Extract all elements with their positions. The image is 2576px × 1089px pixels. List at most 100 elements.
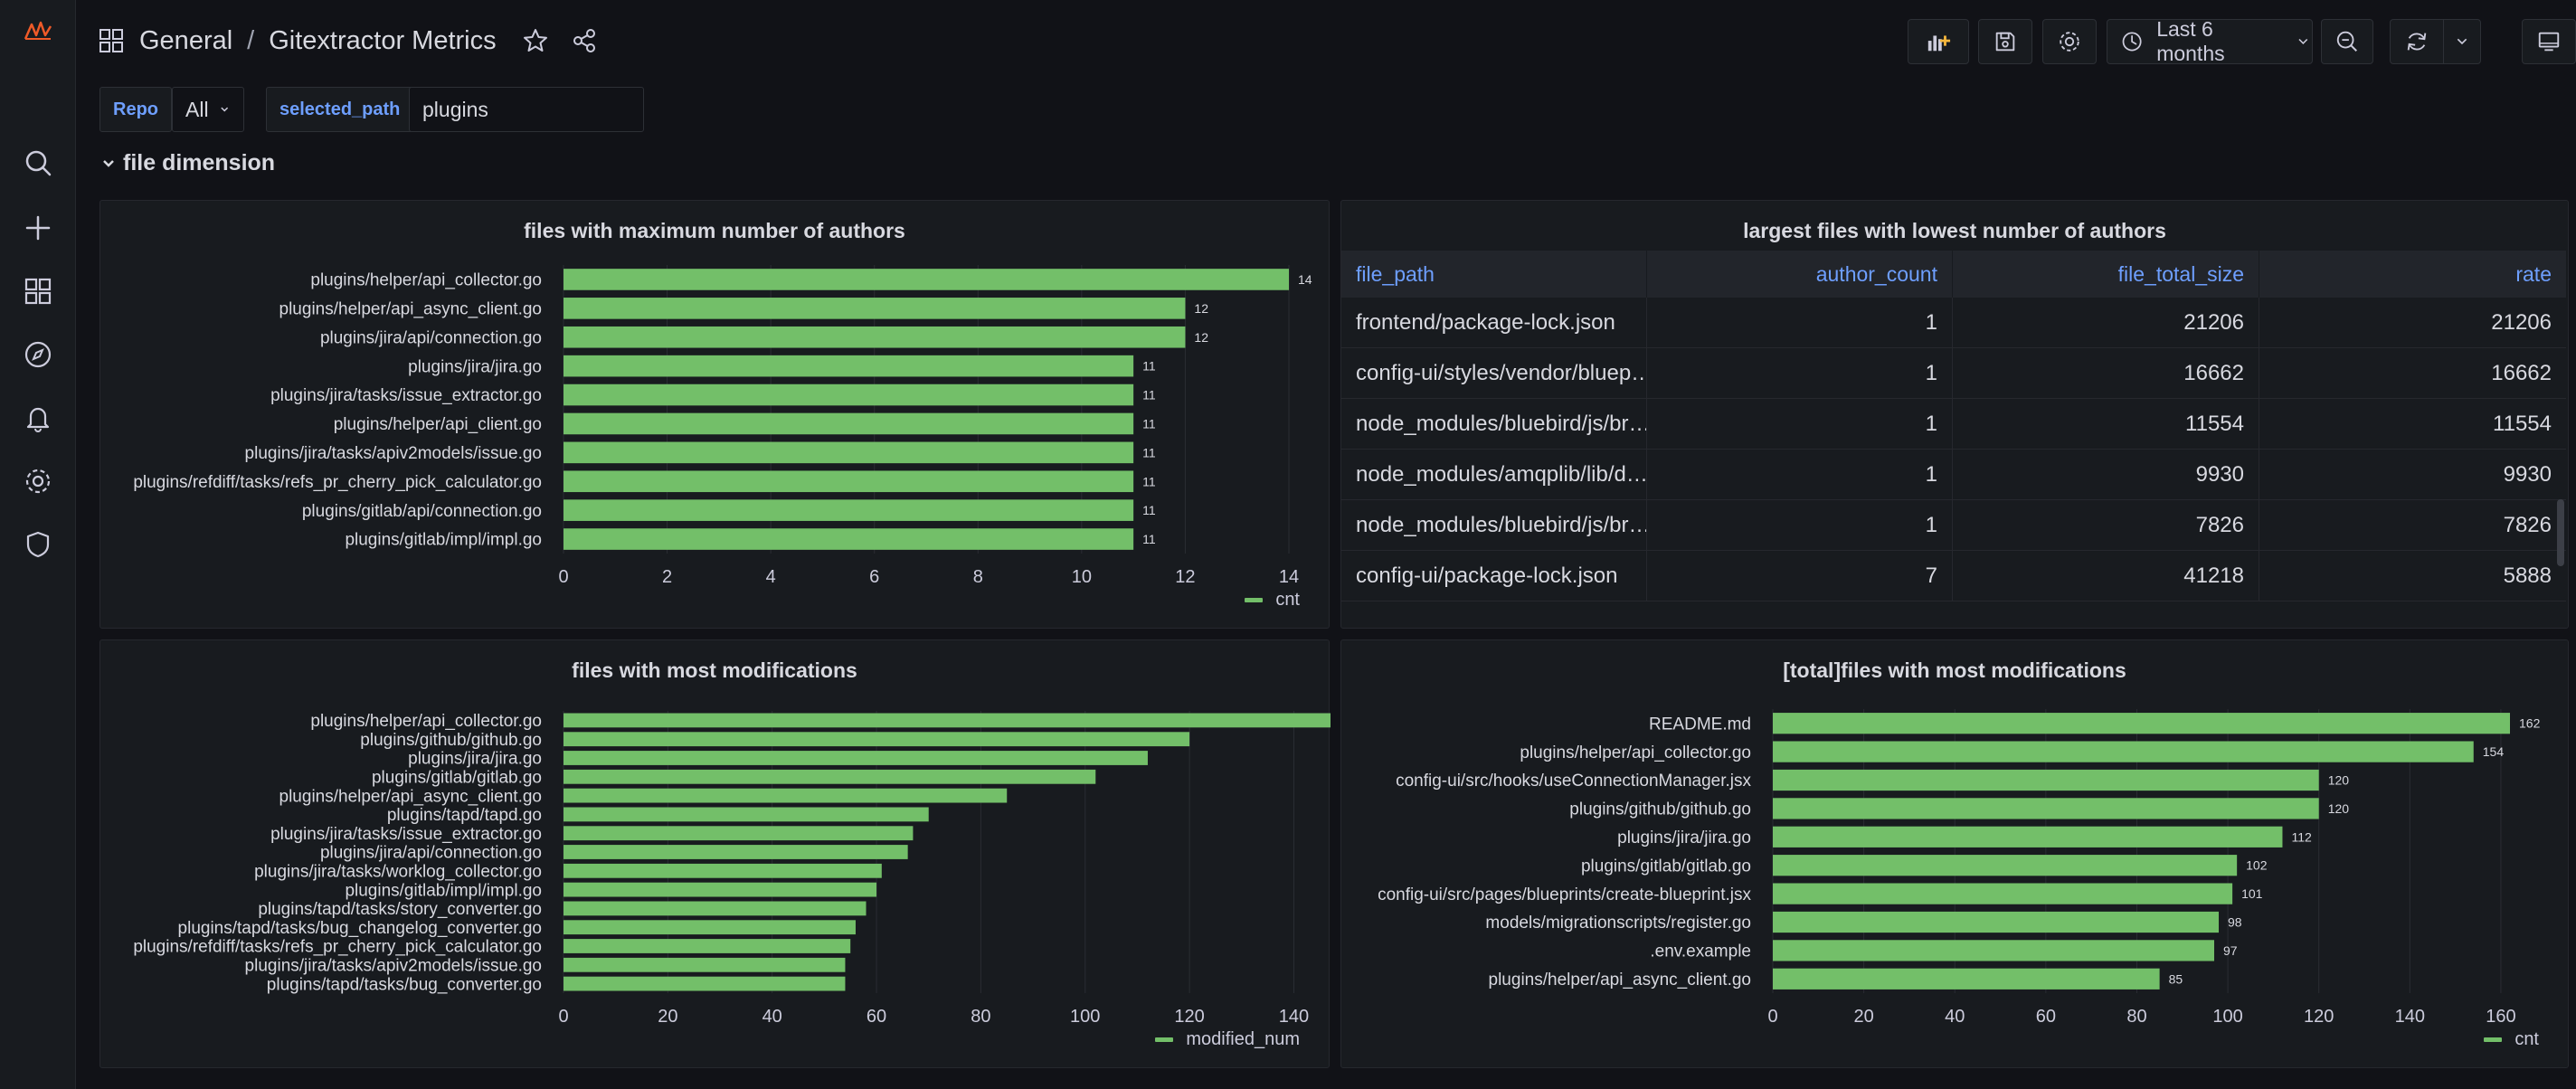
- star-icon[interactable]: [522, 27, 549, 54]
- panel-modifications[interactable]: files with most modifications 0 20 40 60 80 1…: [99, 639, 1331, 1068]
- category-label: plugins/jira/tasks/worklog_collector.go: [254, 862, 542, 881]
- table-cell: 21206: [2491, 309, 2552, 335]
- category-label: plugins/jira/tasks/apiv2models/issue.go: [245, 956, 542, 975]
- table-row[interactable]: node_modules/bluebird/js/br… 1 11554 11554: [1341, 399, 2566, 450]
- clock-icon: [2122, 32, 2142, 52]
- column-header[interactable]: author_count: [1647, 251, 1953, 298]
- bar: [564, 326, 1186, 348]
- x-tick-label: 0: [558, 567, 568, 587]
- value-label: 112: [2291, 829, 2312, 844]
- table-cell: config-ui/package-lock.json: [1341, 551, 1647, 601]
- panel-authors[interactable]: files with maximum number of authors 0 2 4…: [99, 200, 1330, 629]
- category-label: plugins/jira/tasks/apiv2models/issue.go: [245, 444, 542, 463]
- row-title: file dimension: [123, 150, 276, 175]
- gear-icon: [2060, 32, 2079, 52]
- x-tick-label: 140: [1279, 1007, 1309, 1027]
- table-cell: 21206: [1953, 298, 2259, 347]
- alerting-icon[interactable]: [16, 396, 60, 440]
- table-row[interactable]: node_modules/bluebird/js/br… 1 7826 7826: [1341, 500, 2566, 551]
- bar: [564, 769, 1096, 784]
- table-row[interactable]: config-ui/package-lock.json 7 41218 5888: [1341, 551, 2566, 601]
- shield-icon[interactable]: [16, 523, 60, 566]
- repo-select[interactable]: All: [172, 87, 244, 132]
- chevron-down-icon: [103, 159, 114, 167]
- value-label: 11: [1142, 359, 1156, 374]
- category-label: plugins/tapd/tasks/bug_changelog_convert…: [178, 919, 542, 938]
- refresh-button[interactable]: [2390, 19, 2444, 64]
- repo-select-value: All: [185, 97, 209, 121]
- bar: [1773, 826, 2283, 848]
- table-cell: 1: [1647, 348, 1953, 398]
- dashboard-settings-button[interactable]: [2042, 19, 2097, 64]
- category-label: .env.example: [1650, 942, 1751, 961]
- bar: [564, 807, 929, 822]
- table-row[interactable]: frontend/package-lock.json 1 21206 21206: [1341, 298, 2566, 348]
- bar: [564, 713, 1331, 728]
- table-row[interactable]: node_modules/amqplib/lib/d… 1 9930 9930: [1341, 450, 2566, 500]
- column-header[interactable]: file_path: [1341, 251, 1647, 298]
- value-label: 11: [1142, 445, 1156, 459]
- zoom-out-button[interactable]: [2321, 19, 2373, 64]
- chart-legend[interactable]: cnt: [2484, 1029, 2539, 1050]
- bar: [1773, 940, 2214, 961]
- authors-bar-chart: 0 2 4 6 8 10 12 14 plugins/helper/api_collector.…: [133, 265, 1312, 587]
- share-icon[interactable]: [571, 27, 598, 54]
- breadcrumb: General / Gitextractor Metrics: [98, 22, 598, 60]
- category-label: plugins/jira/jira.go: [408, 357, 542, 376]
- table-row[interactable]: config-ui/styles/vendor/bluep… 1 16662 1666…: [1341, 348, 2566, 399]
- category-label: plugins/gitlab/impl/impl.go: [345, 881, 542, 900]
- refresh-interval-dropdown[interactable]: [2443, 19, 2481, 64]
- settings-icon[interactable]: [16, 459, 60, 503]
- row-toggle[interactable]: file dimension: [99, 150, 275, 176]
- save-dashboard-button[interactable]: [1978, 19, 2032, 64]
- table-cell: 41218: [1953, 551, 2259, 601]
- variable-label-repo: Repo: [99, 87, 172, 132]
- category-label: plugins/refdiff/tasks/refs_pr_cherry_pic…: [133, 473, 542, 492]
- search-icon[interactable]: [16, 141, 60, 185]
- page-title[interactable]: Gitextractor Metrics: [269, 25, 497, 55]
- tv-mode-button[interactable]: [2522, 19, 2576, 64]
- x-tick-label: 160: [2486, 1007, 2515, 1027]
- table-scrollbar[interactable]: [2557, 499, 2564, 566]
- bar: [564, 845, 908, 859]
- x-tick-label: 20: [658, 1007, 677, 1027]
- category-label: plugins/jira/tasks/issue_extractor.go: [270, 825, 542, 844]
- chart-legend[interactable]: cnt: [1245, 590, 1300, 611]
- legend-label: modified_num: [1186, 1029, 1300, 1049]
- x-tick-label: 120: [1174, 1007, 1204, 1027]
- x-tick-label: 14: [1279, 567, 1299, 587]
- table-cell: 16662: [1953, 348, 2259, 398]
- panel-title: largest files with lowest number of auth…: [1743, 219, 2166, 242]
- column-header[interactable]: rate: [2515, 261, 2552, 286]
- explore-icon[interactable]: [16, 333, 60, 376]
- category-label: plugins/helper/api_collector.go: [310, 271, 542, 290]
- legend-swatch: [2484, 1037, 2503, 1042]
- category-label: plugins/helper/api_collector.go: [1520, 743, 1751, 762]
- dashboards-icon[interactable]: [16, 270, 60, 313]
- add-panel-button[interactable]: [1908, 19, 1969, 64]
- category-label: plugins/github/github.go: [1569, 800, 1751, 819]
- category-label: plugins/gitlab/impl/impl.go: [345, 531, 542, 550]
- grafana-logo-icon[interactable]: [16, 9, 60, 52]
- plus-icon[interactable]: [16, 206, 60, 250]
- x-tick-label: 100: [2212, 1007, 2242, 1027]
- table-cell: 5888: [2503, 563, 2552, 588]
- zoom-out-icon: [2336, 31, 2357, 52]
- bar: [564, 269, 1289, 290]
- bar: [564, 732, 1190, 747]
- refresh-icon: [2407, 33, 2427, 51]
- breadcrumb-folder[interactable]: General: [139, 25, 233, 55]
- category-label: plugins/tapd/tapd.go: [387, 806, 542, 825]
- time-range-picker[interactable]: Last 6 months: [2107, 17, 2313, 65]
- bar: [1773, 911, 2220, 933]
- chart-legend[interactable]: modified_num: [1155, 1029, 1300, 1050]
- value-label: 11: [1142, 474, 1156, 488]
- selected-path-input[interactable]: plugins: [409, 87, 644, 132]
- variable-label-selected-path: selected_path: [266, 87, 414, 132]
- panel-largest-files[interactable]: largest files with lowest number of auth…: [1340, 200, 2569, 629]
- panel-total-modifications[interactable]: [total]files with most modifications 0 20…: [1340, 639, 2569, 1068]
- x-tick-label: 60: [2036, 1007, 2056, 1027]
- column-header[interactable]: file_total_size: [1953, 251, 2259, 298]
- legend-swatch: [1245, 598, 1264, 602]
- value-label: 101: [2241, 886, 2263, 901]
